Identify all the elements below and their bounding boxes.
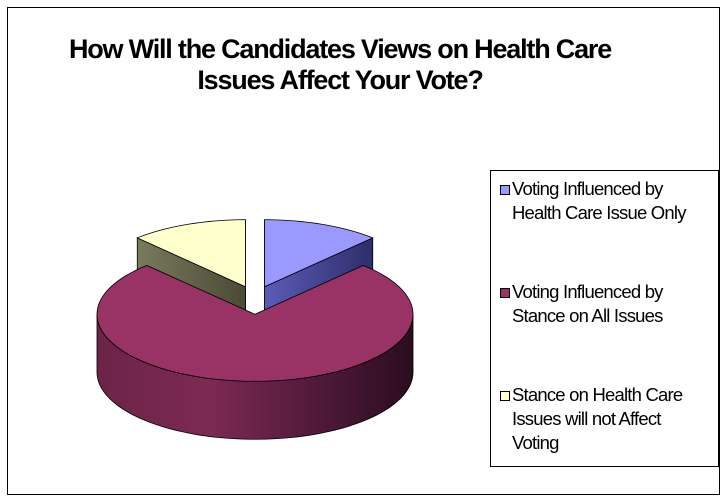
legend-label-line: Stance on All Issues xyxy=(512,305,663,326)
chart-title-line-2: Issues Affect Your Vote? xyxy=(197,65,483,95)
legend: Voting Influenced by Health Care Issue O… xyxy=(490,170,719,467)
legend-label-line: Voting Influenced by xyxy=(512,281,663,302)
legend-swatch-all-issues xyxy=(500,288,510,298)
slice-all-issues xyxy=(96,265,414,440)
legend-swatch-no-effect xyxy=(500,391,510,401)
legend-label-line: Issues will not Affect xyxy=(512,408,661,429)
legend-label-line: Voting Influenced by xyxy=(512,178,663,199)
legend-swatch-health-care-only xyxy=(500,185,510,195)
legend-label-line: Stance on Health Care xyxy=(512,384,683,405)
chart-title-line-1: How Will the Candidates Views on Health … xyxy=(68,34,612,64)
chart-title: How Will the Candidates Views on Health … xyxy=(60,34,620,96)
legend-label-line: Voting xyxy=(512,432,559,453)
legend-label-line: Health Care Issue Only xyxy=(512,202,686,223)
